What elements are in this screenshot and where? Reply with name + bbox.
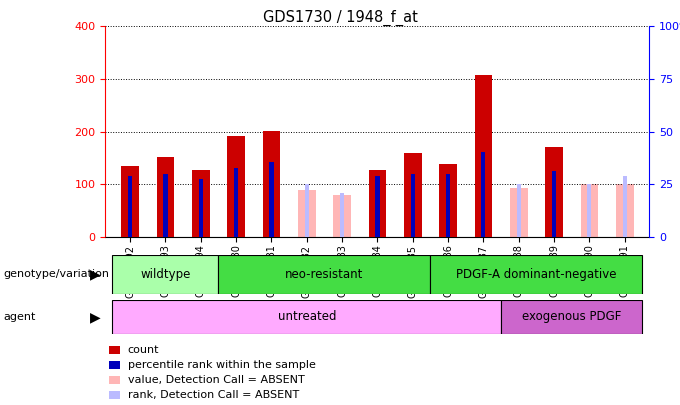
Bar — [112, 300, 501, 334]
Text: ▶: ▶ — [90, 310, 101, 324]
Bar — [545, 147, 563, 237]
Text: ▶: ▶ — [90, 267, 101, 281]
Text: value, Detection Call = ABSENT: value, Detection Call = ABSENT — [128, 375, 305, 385]
Text: neo-resistant: neo-resistant — [285, 268, 364, 281]
Bar — [128, 177, 132, 237]
Bar — [192, 170, 209, 237]
Bar — [234, 168, 238, 237]
Bar — [446, 174, 450, 237]
Bar — [298, 190, 316, 237]
Bar — [369, 170, 386, 237]
Bar — [333, 195, 351, 237]
Bar — [552, 171, 556, 237]
Bar — [411, 174, 415, 237]
Text: wildtype: wildtype — [140, 268, 190, 281]
Bar — [227, 136, 245, 237]
Bar — [269, 162, 273, 237]
Bar — [262, 130, 280, 237]
Bar — [112, 255, 218, 294]
Bar — [475, 75, 492, 237]
Bar — [588, 184, 592, 237]
Bar — [340, 193, 344, 237]
Text: count: count — [128, 345, 159, 355]
Bar — [105, 237, 649, 405]
Bar — [163, 174, 167, 237]
Text: agent: agent — [3, 312, 36, 322]
Text: GDS1730 / 1948_f_at: GDS1730 / 1948_f_at — [262, 10, 418, 26]
Bar — [481, 151, 486, 237]
Bar — [156, 157, 174, 237]
Text: untreated: untreated — [277, 310, 336, 324]
Text: genotype/variation: genotype/variation — [3, 269, 109, 279]
Bar — [501, 300, 643, 334]
Bar — [616, 184, 634, 237]
Bar — [439, 164, 457, 237]
Text: exogenous PDGF: exogenous PDGF — [522, 310, 622, 324]
Bar — [121, 166, 139, 237]
Bar — [581, 184, 598, 237]
Bar — [517, 184, 521, 237]
Text: PDGF-A dominant-negative: PDGF-A dominant-negative — [456, 268, 617, 281]
Bar — [430, 255, 643, 294]
Bar — [404, 153, 422, 237]
Bar — [375, 177, 379, 237]
Text: rank, Detection Call = ABSENT: rank, Detection Call = ABSENT — [128, 390, 299, 400]
Bar — [510, 188, 528, 237]
Bar — [623, 177, 627, 237]
Bar — [305, 184, 309, 237]
Bar — [199, 179, 203, 237]
Bar — [218, 255, 430, 294]
Text: percentile rank within the sample: percentile rank within the sample — [128, 360, 316, 370]
